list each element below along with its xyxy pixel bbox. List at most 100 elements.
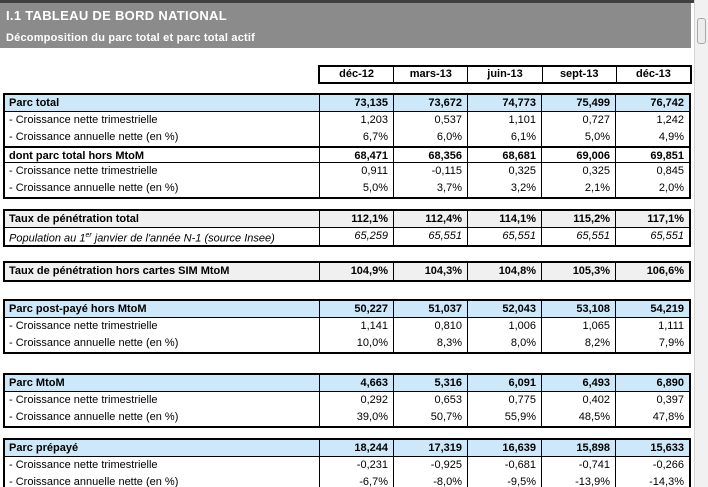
- table-row: Taux de pénétration hors cartes SIM MtoM…: [5, 263, 689, 280]
- value-cell: 4,9%: [615, 129, 689, 146]
- column-header-row: déc-12 mars-13 juin-13 sept-13 déc-13: [318, 65, 692, 84]
- value-cell: 4,663: [319, 375, 393, 391]
- row-label: Parc MtoM: [9, 377, 65, 389]
- value-cell: 74,773: [467, 95, 541, 111]
- value-cell: 0,537: [393, 112, 467, 129]
- value-cell: -0,925: [393, 457, 467, 474]
- table-row: - Croissance annuelle nette (en %) 39,0% 5…: [5, 409, 689, 426]
- value-cell: 1,065: [541, 318, 615, 335]
- value-cell: 104,8%: [467, 263, 541, 280]
- table-row: Taux de pénétration total 112,1% 112,4% 114…: [5, 211, 689, 228]
- table-row: - Croissance annuelle nette (en %) 6,7% 6,…: [5, 129, 689, 146]
- table-row: - Croissance annuelle nette (en %) -6,7% -…: [5, 474, 689, 487]
- table-row: Parc MtoM 4,663 5,316 6,091 6,493 6,890: [5, 375, 689, 392]
- value-cell: 65,551: [393, 228, 467, 245]
- value-cell: 5,316: [393, 375, 467, 391]
- value-cell: -9,5%: [467, 474, 541, 487]
- value-cell: 105,3%: [541, 263, 615, 280]
- value-cell: 6,1%: [467, 129, 541, 146]
- value-cell: -0,266: [615, 457, 689, 474]
- value-cell: 68,471: [319, 148, 393, 162]
- value-cell: 1,006: [467, 318, 541, 335]
- row-label: - Croissance nette trimestrielle: [9, 320, 158, 332]
- value-cell: 51,037: [393, 301, 467, 317]
- value-cell: 76,742: [615, 95, 689, 111]
- value-cell: 104,3%: [393, 263, 467, 280]
- table-row: - Croissance annuelle nette (en %) 5,0% 3,…: [5, 180, 689, 197]
- table-block: Taux de pénétration hors cartes SIM MtoM…: [3, 261, 691, 282]
- column-header: sept-13: [541, 67, 616, 82]
- value-cell: 73,672: [393, 95, 467, 111]
- value-cell: 2,0%: [615, 180, 689, 197]
- value-cell: 68,681: [467, 148, 541, 162]
- value-cell: 5,0%: [319, 180, 393, 197]
- row-label: - Croissance annuelle nette (en %): [9, 411, 179, 423]
- report-header: I.1 TABLEAU DE BORD NATIONAL Décompositi…: [0, 3, 691, 48]
- value-cell: 7,9%: [615, 335, 689, 352]
- value-cell: 15,898: [541, 440, 615, 456]
- value-cell: 65,551: [615, 228, 689, 245]
- table-block: Parc post-payé hors MtoM 50,227 51,037 52,0…: [3, 299, 691, 354]
- value-cell: 6,890: [615, 375, 689, 391]
- value-cell: -6,7%: [319, 474, 393, 487]
- value-cell: 3,7%: [393, 180, 467, 197]
- value-cell: 1,141: [319, 318, 393, 335]
- table-row: dont parc total hors MtoM 68,471 68,356 68,…: [5, 146, 689, 163]
- value-cell: 0,775: [467, 392, 541, 409]
- value-cell: -0,741: [541, 457, 615, 474]
- row-label: - Croissance annuelle nette (en %): [9, 131, 179, 143]
- value-cell: 18,244: [319, 440, 393, 456]
- value-cell: 55,9%: [467, 409, 541, 426]
- row-label: Population au 1er janvier de l'année N-1…: [9, 232, 275, 245]
- value-cell: 10,0%: [319, 335, 393, 352]
- value-cell: 1,242: [615, 112, 689, 129]
- table-row: - Croissance nette trimestrielle -0,231 -0…: [5, 457, 689, 474]
- table-row: - Croissance annuelle nette (en %) 10,0% 8…: [5, 335, 689, 352]
- value-cell: 6,091: [467, 375, 541, 391]
- value-cell: -0,115: [393, 163, 467, 180]
- row-label: Taux de pénétration hors cartes SIM MtoM: [9, 265, 230, 277]
- table-row: - Croissance nette trimestrielle 1,141 0,8…: [5, 318, 689, 335]
- value-cell: 6,0%: [393, 129, 467, 146]
- table-block: Parc prépayé 18,244 17,319 16,639 15,898 15,6…: [3, 438, 691, 487]
- table-row: - Croissance nette trimestrielle 1,203 0,5…: [5, 112, 689, 129]
- value-cell: 0,397: [615, 392, 689, 409]
- column-header: juin-13: [467, 67, 541, 82]
- value-cell: 69,851: [615, 148, 689, 162]
- value-cell: 0,402: [541, 392, 615, 409]
- scrollbar-thumb[interactable]: [697, 18, 706, 44]
- row-label: Parc post-payé hors MtoM: [9, 303, 147, 315]
- value-cell: 48,5%: [541, 409, 615, 426]
- value-cell: 1,203: [319, 112, 393, 129]
- value-cell: 0,727: [541, 112, 615, 129]
- table-row: Population au 1er janvier de l'année N-1…: [5, 228, 689, 245]
- value-cell: 3,2%: [467, 180, 541, 197]
- value-cell: 0,911: [319, 163, 393, 180]
- value-cell: -0,231: [319, 457, 393, 474]
- table-row: Parc total 73,135 73,672 74,773 75,499 76,742: [5, 95, 689, 112]
- value-cell: 47,8%: [615, 409, 689, 426]
- report-title: I.1 TABLEAU DE BORD NATIONAL: [6, 8, 227, 23]
- value-cell: 65,551: [467, 228, 541, 245]
- vertical-scrollbar[interactable]: [694, 0, 708, 487]
- value-cell: 69,006: [541, 148, 615, 162]
- value-cell: 68,356: [393, 148, 467, 162]
- value-cell: 115,2%: [541, 211, 615, 227]
- row-label: - Croissance nette trimestrielle: [9, 394, 158, 406]
- table-block: Parc MtoM 4,663 5,316 6,091 6,493 6,890- Croi…: [3, 373, 691, 428]
- value-cell: 1,111: [615, 318, 689, 335]
- value-cell: 52,043: [467, 301, 541, 317]
- row-label: dont parc total hors MtoM: [9, 150, 145, 162]
- value-cell: 53,108: [541, 301, 615, 317]
- value-cell: 6,7%: [319, 129, 393, 146]
- value-cell: 39,0%: [319, 409, 393, 426]
- value-cell: 0,810: [393, 318, 467, 335]
- value-cell: -13,9%: [541, 474, 615, 487]
- value-cell: 8,3%: [393, 335, 467, 352]
- value-cell: 0,325: [541, 163, 615, 180]
- value-cell: 8,2%: [541, 335, 615, 352]
- value-cell: 106,6%: [615, 263, 689, 280]
- value-cell: 17,319: [393, 440, 467, 456]
- row-label: Taux de pénétration total: [9, 213, 139, 225]
- value-cell: 1,101: [467, 112, 541, 129]
